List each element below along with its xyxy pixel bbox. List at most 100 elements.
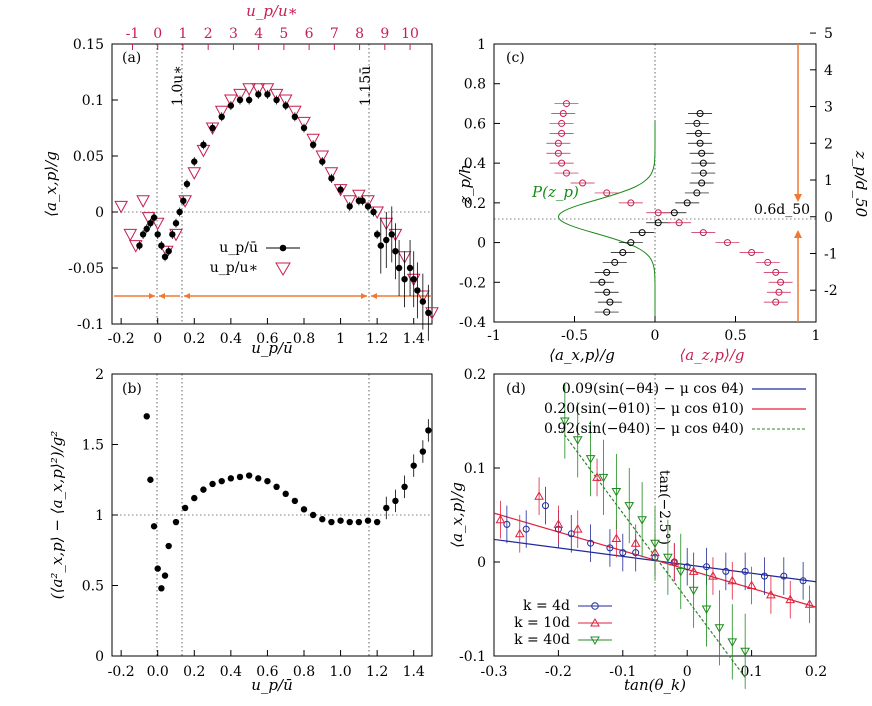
panel-d-k4-point [606, 544, 614, 552]
panel-b-dot-point [392, 497, 399, 505]
panel-d-k40-point [727, 638, 738, 647]
panel-c-ax-point [670, 209, 678, 217]
panel-d-k10-point [553, 519, 564, 528]
panel-c-label: (c) [506, 50, 525, 66]
panel-d-k40-point [559, 417, 570, 427]
panel-c-az-point [699, 229, 707, 237]
panel-d-k4-point [587, 539, 595, 547]
panel-d-xtick-label: -0.3 [481, 664, 508, 680]
panel-d-legend-fit-40: 0.92(sin(−θ40) − μ cos θ40) [544, 421, 744, 437]
panel-b-dot-point [172, 518, 180, 526]
panel-c-rtick-label: 0 [824, 210, 833, 226]
panel-d-k4-point [542, 502, 550, 510]
panel-b-xtick-label: 0.4 [220, 664, 242, 680]
panel-b-xtick-label: 0.0 [147, 664, 169, 680]
panel-d-k10-point [592, 472, 602, 481]
panel-a-dot-point [425, 309, 432, 316]
panel-b-dot-point [319, 516, 326, 523]
panel-d-k40-point [624, 502, 635, 511]
panel-c-rtick-label: 4 [824, 63, 833, 79]
panel-a-triangle-point [224, 94, 238, 108]
panel-b-y-ticks: 0 0.5 1 1.5 2 [82, 367, 118, 665]
panel-a-legend: u_p/ū u_p/u∗ [210, 240, 300, 276]
panel-d-k40-point [637, 516, 647, 525]
panel-c-right-ticks: -2 -1 0 1 2 3 4 5 [810, 26, 838, 299]
panel-d-ytick-label: 0.1 [464, 461, 486, 477]
panel-b-dot-point [143, 413, 150, 420]
panel-a-toptick-label: 3 [229, 26, 238, 42]
panel-b-ytick-label: 2 [95, 367, 104, 383]
panel-d-fit-line [557, 426, 746, 678]
panel-d-y-ticks: -0.1 0 0.1 0.2 [459, 367, 500, 665]
panel-c-az-point [748, 249, 756, 256]
panel-b-dot-point [245, 472, 253, 479]
panel-d-series [495, 383, 815, 689]
panel-a-ytick-label: 0 [95, 205, 104, 221]
panel-c-pdf-label: P(z_p) [531, 183, 579, 201]
panel-a-triangle-point [187, 167, 202, 180]
panel-d-legend-fit-10: 0.20(sin(−θ10) − μ cos θ10) [544, 401, 744, 417]
panel-a-dot-point [414, 287, 421, 294]
panel-a-triangle-point [251, 83, 266, 96]
panel-b-dot-point [410, 462, 417, 469]
panel-c-ax-point [693, 189, 701, 197]
panel-a-dot-point [209, 124, 216, 132]
panel-b-xlabel: u_p/ū [251, 676, 292, 694]
panel-c-ytick-label: 0.6 [464, 116, 486, 132]
panel-c-rtick-label: 1 [824, 173, 833, 189]
panel-a-dot-point [139, 231, 147, 238]
panel-a-triangle-point [315, 150, 330, 164]
panel-d-k40-point [740, 647, 751, 657]
panel-b-dot-point [150, 523, 158, 530]
panel-c-az-point [562, 100, 570, 108]
panel-c-annotation-06d50: 0.6d_50 [754, 202, 810, 218]
panel-b-ytick-label: 0.5 [82, 579, 104, 595]
panel-c-xtick-label: -1 [487, 328, 501, 344]
panel-a-top-xlabel: u_p/u∗ [246, 2, 298, 20]
panel-b-dot-point [300, 506, 308, 513]
panel-b-ytick-label: 1.5 [82, 438, 104, 454]
panel-a-xtick-label: 1.2 [366, 331, 388, 347]
panel-a-triangle-point [297, 116, 311, 130]
panel-a-toptick-label: 4 [254, 26, 263, 42]
panel-b-dot-point [218, 477, 225, 485]
panel-c-ax-point [693, 119, 701, 127]
panel-a-x-ticks: -0.2 0 0.2 0.4 0.6 0.8 1 1.2 1.4 [108, 318, 425, 347]
panel-a-dot-point [165, 248, 172, 255]
panel-a-xtick-label: 1.4 [403, 331, 425, 347]
panel-d-xtick-label: -0.2 [545, 664, 572, 680]
panel-a-xtick-label: 0 [153, 331, 162, 347]
panel-c-ax-point [627, 239, 635, 247]
panel-d-ytick-label: 0 [477, 555, 486, 571]
panel-a-toptick-label: 2 [204, 26, 213, 42]
panel-a-triangle-point [233, 88, 247, 102]
panel-c-ax-point [619, 249, 627, 256]
panel-a-dot-point [406, 264, 414, 272]
panel-d-xtick-label: -0.1 [609, 664, 636, 680]
panel-b-dot-point [181, 504, 189, 512]
panel-a-dot-point [309, 141, 317, 148]
panel-d-k4-point [619, 549, 627, 557]
panel-b-dot-point [158, 585, 165, 592]
panel-a-dot-point [191, 158, 198, 165]
panel-a-dot-point [401, 276, 408, 283]
panel-d-x-ticks: -0.3 -0.2 -0.1 0 0.1 0.2 [481, 650, 827, 680]
panel-c: (c) P(z_p) 0.6d_50 -0.4 -0.2 0 0.2 0.4 0.6 0.8… [456, 26, 870, 364]
panel-a-dot-point [346, 203, 353, 210]
panel-a-triangle-point [342, 195, 357, 208]
panel-d-k10-point [785, 594, 796, 604]
panel-c-az-point [562, 169, 570, 177]
panel-d-xtick-label: 0.1 [740, 664, 762, 680]
panel-c-az-point [603, 189, 611, 197]
panel-a-dot-point [255, 91, 262, 98]
panel-b-dot-point [373, 518, 381, 526]
panel-b-dot-point [328, 518, 335, 526]
panel-b-label: (b) [122, 381, 142, 397]
panel-a-dot-point [377, 242, 384, 249]
panel-a-dot-point [176, 208, 183, 216]
panel-a-xtick-label: 0.6 [256, 331, 278, 347]
panel-a-toptick-label: -1 [126, 26, 140, 42]
panel-d-k4-point [567, 530, 575, 538]
panel-a-dot-point [410, 276, 417, 283]
panel-a-series-ubar [136, 89, 432, 341]
